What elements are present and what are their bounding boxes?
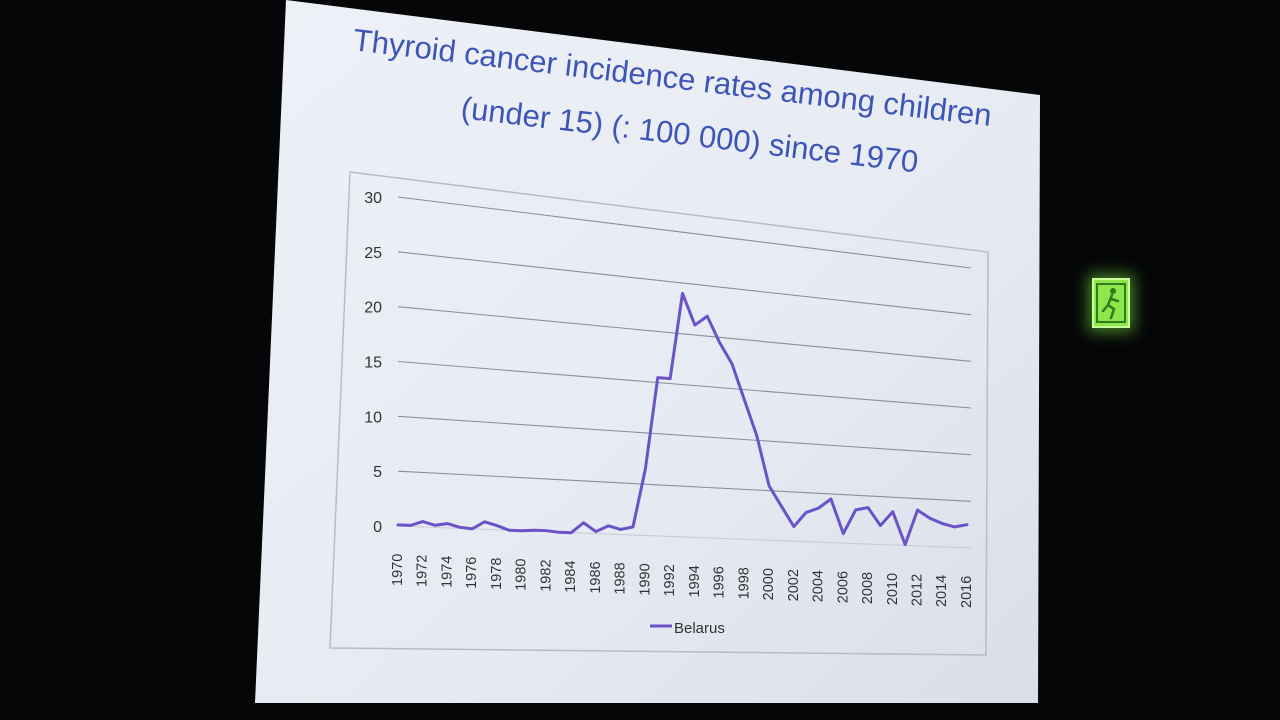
x-tick-label-1998: 1998 — [736, 567, 752, 599]
x-tick-label-2004: 2004 — [811, 570, 827, 602]
x-tick-label-1996: 1996 — [712, 566, 728, 598]
gridline-20 — [397, 306, 972, 362]
gridline-5 — [397, 470, 972, 502]
x-tick-label-1976: 1976 — [464, 557, 480, 589]
x-tick-label-1972: 1972 — [415, 555, 431, 587]
gridline-10 — [397, 415, 972, 456]
y-tick-label-10: 10 — [364, 409, 382, 426]
x-tick-label-1994: 1994 — [687, 565, 703, 597]
y-tick-label-25: 25 — [364, 245, 382, 262]
slide-surface — [255, 0, 1040, 703]
gridline-30 — [397, 196, 972, 269]
x-tick-label-1970: 1970 — [390, 554, 406, 586]
y-tick-label-15: 15 — [364, 355, 382, 372]
gridline-15 — [397, 360, 972, 409]
series-line-belarus — [396, 291, 969, 547]
gridline-0 — [397, 525, 972, 549]
x-tick-label-1990: 1990 — [637, 563, 653, 595]
running-man-icon — [1096, 283, 1126, 323]
x-tick-label-2008: 2008 — [860, 572, 876, 604]
chart-x-axis: 1970 1972 1974 1976 1978 1980 1982 1984 1986 1988… — [390, 554, 975, 608]
y-tick-label-0: 0 — [373, 519, 382, 536]
x-tick-label-1992: 1992 — [662, 564, 678, 596]
x-tick-label-2014: 2014 — [934, 575, 950, 607]
x-tick-label-1982: 1982 — [538, 559, 554, 591]
x-tick-label-1986: 1986 — [588, 561, 604, 593]
x-tick-label-1978: 1978 — [489, 558, 505, 590]
chart-series — [396, 291, 969, 547]
y-tick-label-30: 30 — [364, 190, 382, 207]
gridline-25 — [397, 251, 972, 316]
x-tick-label-1984: 1984 — [563, 560, 579, 592]
x-tick-label-2006: 2006 — [835, 571, 851, 603]
exit-sign — [1092, 278, 1130, 328]
chart-frame — [329, 171, 989, 656]
chart-y-axis: 0 5 10 15 20 25 30 — [364, 190, 382, 536]
x-tick-label-1980: 1980 — [514, 559, 530, 591]
chart-gridlines — [397, 196, 972, 549]
x-tick-label-2016: 2016 — [959, 576, 975, 608]
x-tick-label-2000: 2000 — [761, 568, 777, 600]
x-tick-label-1974: 1974 — [439, 556, 455, 588]
x-tick-label-2002: 2002 — [786, 569, 802, 601]
y-tick-label-20: 20 — [364, 300, 382, 317]
legend-label-belarus: Belarus — [674, 620, 725, 637]
chart-legend: Belarus — [650, 620, 725, 637]
x-tick-label-1988: 1988 — [613, 562, 629, 594]
y-tick-label-5: 5 — [373, 464, 382, 481]
x-tick-label-2010: 2010 — [885, 573, 901, 605]
x-tick-label-2012: 2012 — [910, 574, 926, 606]
